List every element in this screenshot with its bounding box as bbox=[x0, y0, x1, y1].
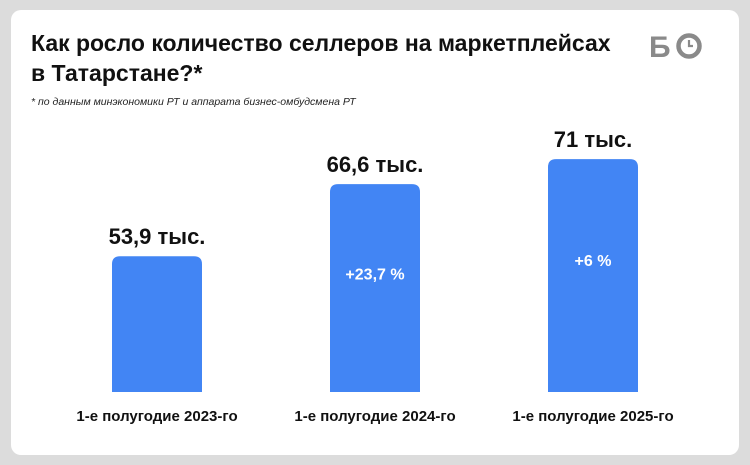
category-label: 1-е полугодие 2024-го bbox=[294, 408, 455, 425]
chart-title: Как росло количество селлеров на маркетп… bbox=[31, 28, 651, 88]
bar-group: 71 тыс. +6 % 1-е полугодие 2025-го bbox=[512, 127, 673, 425]
chart-title-line-2: в Татарстане?* bbox=[31, 60, 203, 86]
bar bbox=[330, 184, 420, 392]
clock-icon bbox=[676, 33, 702, 59]
bar-group: 66,6 тыс. +23,7 % 1-е полугодие 2024-го bbox=[294, 152, 455, 425]
bar bbox=[112, 256, 202, 392]
bo-logo: Б bbox=[649, 31, 702, 61]
category-label: 1-е полугодие 2025-го bbox=[512, 408, 673, 425]
value-label: 66,6 тыс. bbox=[327, 152, 424, 177]
logo-letter-b: Б bbox=[649, 31, 671, 61]
value-label: 53,9 тыс. bbox=[109, 224, 206, 249]
growth-label: +6 % bbox=[575, 253, 612, 270]
value-label: 71 тыс. bbox=[554, 127, 633, 152]
bar-group: 53,9 тыс. 1-е полугодие 2023-го bbox=[76, 224, 237, 425]
bar bbox=[548, 159, 638, 392]
growth-label: +23,7 % bbox=[345, 267, 404, 284]
category-label: 1-е полугодие 2023-го bbox=[76, 408, 237, 425]
source-note: * по данным минэкономики РТ и аппарата б… bbox=[31, 96, 356, 108]
chart-title-line-1: Как росло количество селлеров на маркетп… bbox=[31, 30, 611, 56]
